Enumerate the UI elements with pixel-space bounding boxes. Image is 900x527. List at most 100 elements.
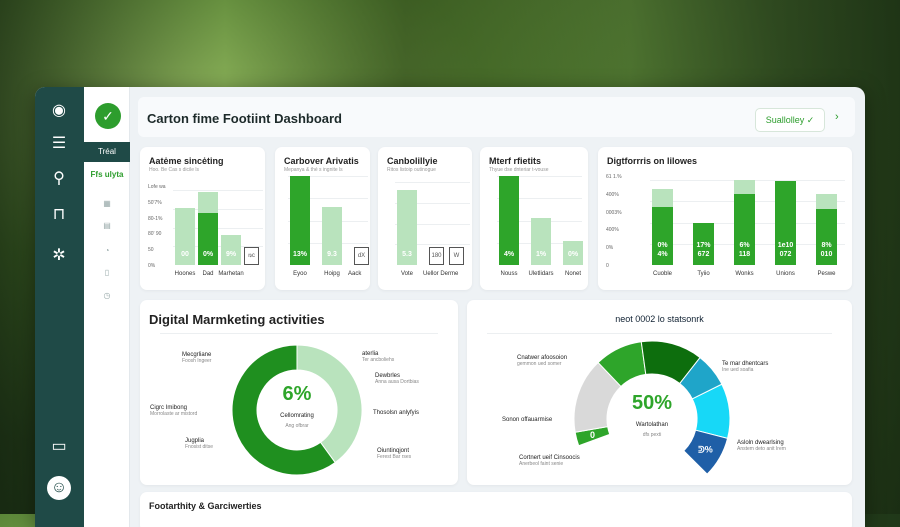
- bar-dark-segment: [499, 176, 519, 265]
- grid-icon[interactable]: ▦: [103, 199, 111, 208]
- chart-icon[interactable]: ▭: [51, 438, 67, 455]
- callout-label: Thosolsn anlyfyis: [373, 410, 419, 416]
- x-axis-label: Nouss: [500, 271, 518, 277]
- value-box: dX: [354, 247, 369, 265]
- callout-label: aterlia Ter ancboliehs: [362, 351, 394, 363]
- callout-name: Cortnert ueif Cinsoocis: [519, 455, 580, 461]
- callout-name: Dewbrles: [375, 373, 401, 379]
- sidebar: ◉ ☰ ⚲ ⊓ ✲ ▭ ☺: [35, 87, 84, 527]
- bar: 5.3: [397, 190, 417, 265]
- callout-label: Mecgrliane Foosh Ingeer: [182, 352, 211, 364]
- callout-label: Dewbrles Anna ausa Dortbias: [375, 373, 419, 385]
- callout-name: Mecgrliane: [182, 352, 212, 358]
- x-axis-label: Aack: [348, 271, 362, 277]
- bar-value-label: 4%: [503, 251, 515, 258]
- gridline: [395, 182, 470, 183]
- chart-title: Canbolillyie: [387, 156, 438, 166]
- bar: 6% 118: [734, 180, 755, 265]
- callout-name: Oiuntinqjont: [377, 448, 410, 454]
- callout-sub: gemmon ued somer: [517, 361, 562, 367]
- y-tick-label: 61 1.%: [606, 174, 622, 180]
- layout-icon[interactable]: ▤: [103, 221, 111, 230]
- footer-card: Footarthity & Garciwerties: [140, 492, 852, 527]
- pie-icon[interactable]: ◔: [104, 246, 110, 255]
- callout-sub: Anstem deto anit Irem: [737, 446, 786, 452]
- bar-value-label: 0% 4%: [657, 242, 668, 258]
- bar: 0%: [198, 192, 218, 265]
- center-value: 50%: [631, 392, 673, 414]
- value-box: ꬻc: [244, 247, 259, 265]
- gridline: [395, 223, 470, 225]
- donut-slice: [296, 344, 363, 464]
- bar: 1%: [531, 217, 551, 265]
- x-axis-label: Hoipg: [324, 271, 340, 277]
- callout-name: Sonon offauarmise: [502, 417, 553, 423]
- bar: 17% 672: [693, 223, 714, 265]
- status-dropdown-button[interactable]: Suallolley ✓: [755, 108, 825, 132]
- document-icon[interactable]: ☰: [51, 135, 67, 152]
- callout-label: Asloln dwearlsing Anstem deto anit Irem: [737, 440, 786, 452]
- bar-value-label: 0%: [567, 251, 579, 258]
- footer-title: Footarthity & Garciwerties: [149, 501, 262, 511]
- plot-area: 5.3 Vote 180 W Uellor Derme: [395, 182, 470, 277]
- briefcase-icon[interactable]: ⊓: [52, 206, 66, 223]
- clipboard-icon[interactable]: ▯: [104, 268, 110, 277]
- chevron-right-icon[interactable]: ›: [835, 111, 839, 123]
- bar-chart-card: Aatėme sincėting Hoo. Be Cas s dicile ls L…: [140, 147, 265, 290]
- leaf-icon[interactable]: ◉: [52, 102, 66, 119]
- bar-value-label: 9%: [225, 251, 237, 258]
- network-icon[interactable]: ✲: [52, 247, 66, 264]
- tab-ffs[interactable]: Ffs ulyta: [90, 170, 124, 179]
- gridline: [497, 176, 582, 177]
- check-icon[interactable]: ✓: [95, 103, 121, 129]
- bar: 0% 4%: [652, 188, 673, 265]
- bar-dark-segment: [693, 223, 714, 265]
- bar-value-label: 6% 118: [738, 242, 751, 258]
- chart-svg: [231, 344, 363, 476]
- bar-dark-segment: [734, 193, 755, 265]
- callout-sub: Anna ausa Dortbias: [375, 379, 419, 385]
- chart-subtitle: Hoo. Be Cas s dicile ls: [149, 167, 200, 173]
- bar: 13%: [290, 176, 310, 265]
- user-icon[interactable]: ☺: [47, 476, 71, 500]
- secondary-nav: ✓ Tréal Ffs ulyta ▦ ▤ ◔ ▯ ◷: [84, 87, 130, 527]
- callout-name: Cnatwer afoosoion: [517, 355, 568, 361]
- footprint-icon[interactable]: ⚲: [53, 170, 65, 187]
- page-title: Carton fime Footiint Dashboard: [147, 111, 342, 126]
- bar-dark-segment: [816, 208, 837, 265]
- value-box: W: [449, 247, 464, 265]
- bar-value-label: 8% 010: [820, 242, 833, 258]
- bar-dark-segment: [198, 213, 218, 265]
- callout-name: Cigrc Imibong: [150, 405, 188, 411]
- y-tick-label: 0%: [606, 245, 614, 252]
- gridline: [173, 246, 263, 248]
- plot-area: 13% Eyoo 9.3 Hoipg dX Aack: [288, 176, 369, 277]
- center-sublabel: dfs pexti: [642, 432, 662, 438]
- callout-sub: Fnosist ditse: [185, 444, 214, 450]
- bar: 00: [175, 208, 195, 265]
- center-sublabel: Ang ofbrar: [285, 423, 309, 429]
- x-axis-label: Dad: [202, 271, 214, 277]
- y-tick-label: 0%: [148, 263, 156, 269]
- divider: [487, 333, 832, 334]
- chart-subtitle: Ritos listoip outinogue: [387, 167, 436, 173]
- plot-area: 61 1.% 400% 0003% 400% 0% 0 0% 4% Cuoble 17% 672…: [606, 174, 845, 277]
- x-axis-label: Tyiio: [697, 271, 710, 277]
- dashboard-window: ◉ ☰ ⚲ ⊓ ✲ ▭ ☺ ✓ Tréal Ffs ulyta ▦ ▤ ◔ ▯ …: [35, 87, 865, 527]
- bar-value-label: 5.3: [402, 251, 412, 258]
- clock-icon[interactable]: ◷: [103, 291, 111, 300]
- x-axis-label: Cuoble: [652, 271, 672, 277]
- bar-dark-segment: [775, 180, 796, 265]
- bar-chart-card: Digtforrris on lilowes 61 1.% 400% 0003% 400…: [598, 147, 852, 290]
- chart-title: Carbover Arivatis: [284, 156, 359, 166]
- x-axis-label: Peswe: [817, 271, 836, 277]
- chart-subtitle: Thyue dse dnteriar t-vouse: [489, 167, 549, 173]
- callout-sub: Anerbeol faint senie: [519, 461, 564, 467]
- y-tick-label: 0003%: [606, 209, 622, 216]
- tab-treal[interactable]: Tréal: [84, 142, 130, 162]
- plot-area: Lofe wa 50'7% 80-1% 80' 90 50 0% 00 Hoones 0% Dad…: [148, 184, 263, 277]
- callout-label: Te mar dhentcars Ine ued soafia: [722, 361, 768, 373]
- bar: 9.3: [322, 207, 342, 265]
- callout-name: Te mar dhentcars: [722, 361, 769, 367]
- x-axis-label: Wonks: [735, 271, 754, 277]
